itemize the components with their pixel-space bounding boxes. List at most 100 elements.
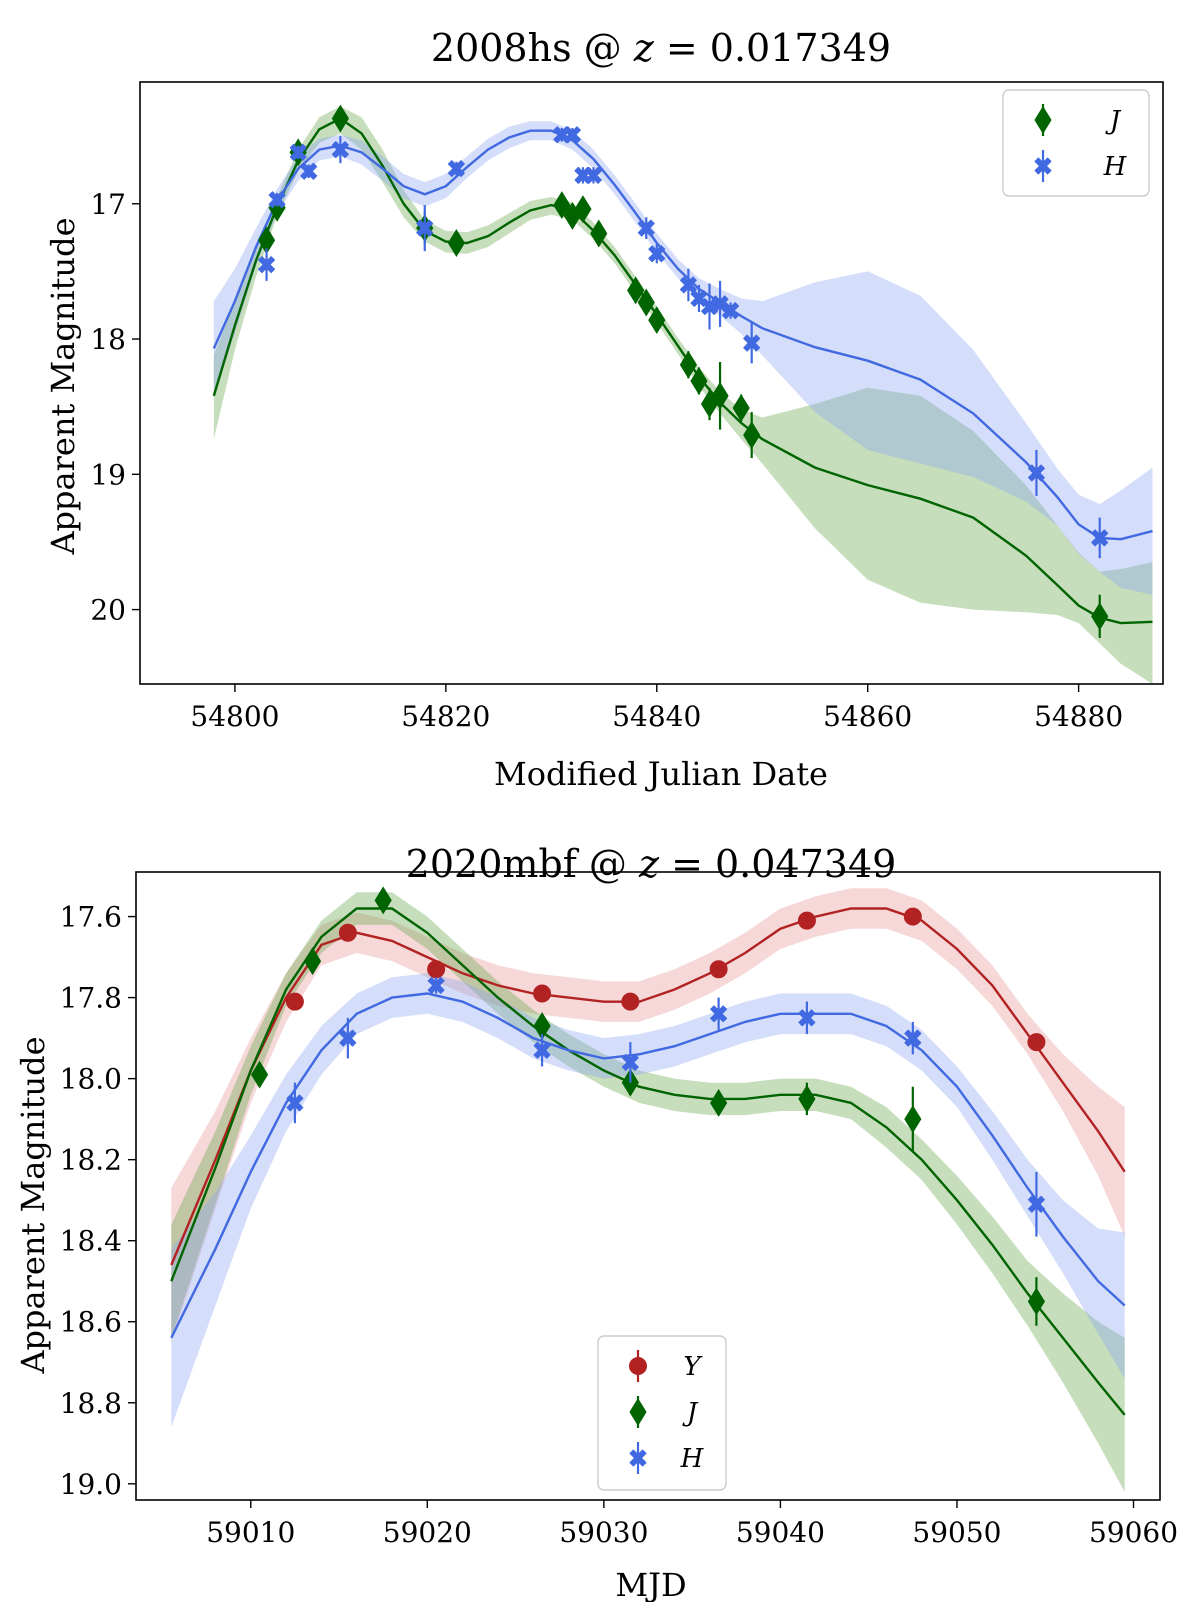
y-tick-label: 18.6 [60,1306,122,1339]
marker-x [648,245,666,263]
legend-entry-j: J [1034,104,1122,136]
marker-diamond [1027,1287,1046,1316]
x-tick-label: 54800 [190,700,279,733]
y-tick-label: 18 [90,323,126,356]
y-axis-label: Apparent Magnitude [44,217,82,555]
marker-diamond [648,306,666,335]
data-point-h [427,976,445,994]
chart-title: 2020mbf @ z = 0.047349 [406,842,897,886]
marker-circle [338,923,357,942]
data-point-y [709,960,728,979]
x-axis-label: MJD [615,1566,686,1602]
data-point-h [584,166,602,184]
marker-x [710,1005,728,1023]
x-tick-label: 54880 [1034,700,1123,733]
data-point-h [701,283,719,330]
fit-curve-y [170,907,1126,1266]
marker-x [1027,464,1045,482]
y-tick-label: 20 [90,594,126,627]
marker-circle [427,960,446,979]
data-point-j [1027,1277,1046,1326]
data-point-j [447,229,465,257]
marker-x [722,302,740,320]
legend-entry-j: J [629,1396,699,1428]
y-tick-label: 19.0 [60,1468,122,1501]
x-tick-label: 59040 [736,1516,825,1549]
y-tick-label: 19 [90,458,126,491]
marker-diamond [690,367,708,395]
marker-diamond [1091,602,1109,631]
data-point-h [679,268,697,302]
data-point-h [331,136,349,164]
marker-x [629,1449,647,1467]
marker-diamond [590,219,608,248]
data-point-j [250,1060,269,1089]
legend: JH [1002,89,1150,197]
chart-2020mbf: 2020mbf @ z = 0.047349 MJD Apparent Magn… [14,842,1178,1604]
fit-curve-h [170,992,1126,1339]
data-point-j [732,394,750,422]
marker-x [1034,157,1052,175]
marker-circle [285,992,304,1011]
marker-x [637,219,655,237]
data-point-j [679,350,697,379]
marker-diamond [732,394,750,422]
marker-diamond [627,276,645,305]
data-point-h [533,1034,551,1067]
data-point-h [268,191,286,209]
marker-diamond [637,288,655,317]
data-point-h [743,322,761,364]
legend-entry-h: H [629,1442,705,1474]
marker-circle [629,1357,647,1375]
marker-diamond [904,1105,922,1134]
data-point-h [1027,1171,1045,1237]
axes-frame [139,81,1164,685]
data-point-j [331,104,349,133]
x-tick-label: 59060 [1089,1516,1178,1549]
data-point-h [621,1042,639,1083]
data-point-j [711,362,729,430]
marker-diamond [553,191,571,220]
marker-circle [903,907,922,926]
marker-x [416,219,434,237]
marker-x [798,1009,816,1027]
marker-x [1027,1195,1045,1213]
data-point-j [374,886,392,915]
data-point-j [553,191,571,220]
x-tick-label: 59010 [206,1516,295,1549]
marker-x [621,1053,639,1071]
marker-diamond [331,104,349,133]
marker-diamond [1034,106,1052,134]
legend-label: Y [683,1352,703,1382]
marker-x [679,276,697,294]
data-point-j [533,1012,551,1040]
marker-circle [709,960,728,979]
marker-x [743,334,761,352]
confidence-band-j [213,106,1153,684]
marker-circle [621,992,640,1011]
data-point-j [637,288,655,317]
marker-x [258,256,276,274]
axes: 54800 54820 54840 54860 54880 17 18 19 20 [90,81,1164,733]
fit-curve-j [170,907,1126,1416]
data-point-h [563,126,581,144]
marker-diamond [303,947,322,976]
data-point-y [797,911,816,930]
plot-area [170,886,1126,1492]
data-point-h [289,143,307,161]
marker-x [427,976,445,994]
data-point-h [300,162,318,180]
data-point-j [1091,594,1109,639]
data-point-h [1091,517,1109,559]
data-point-j [798,1082,816,1116]
chart-title: 2008hs @ z = 0.017349 [431,26,891,70]
axes-frame [135,871,1161,1501]
confidence-band-y [171,888,1125,1342]
x-tick-label: 54820 [401,700,490,733]
x-tick-label: 59020 [383,1516,472,1549]
data-point-y [285,992,304,1011]
marker-diamond [574,195,592,224]
marker-x [268,191,286,209]
data-point-j [690,367,708,395]
